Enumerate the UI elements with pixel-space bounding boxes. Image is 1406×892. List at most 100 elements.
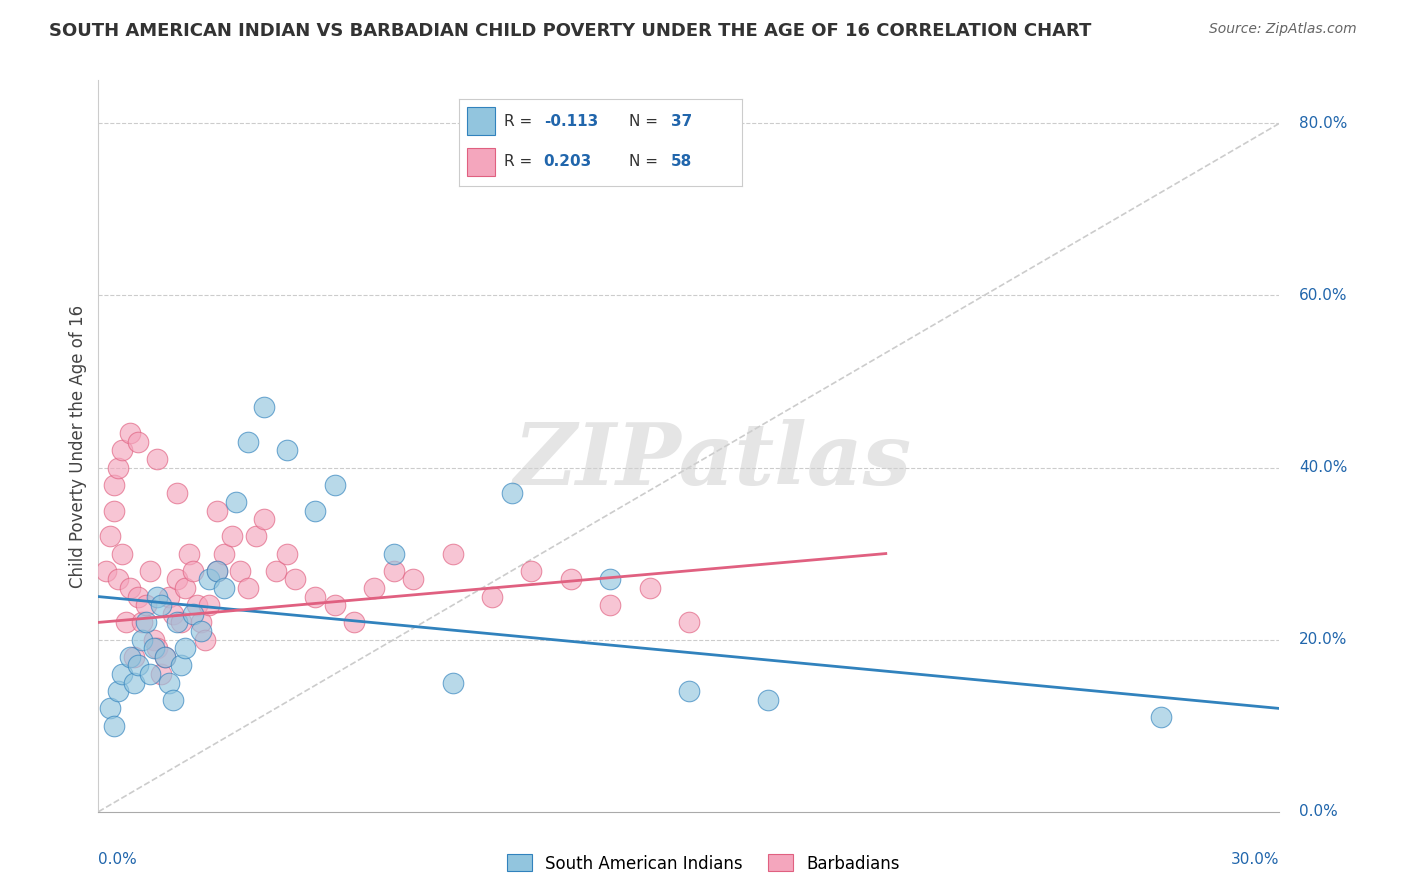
Point	[157, 675, 180, 690]
Point	[122, 649, 145, 664]
Point	[402, 573, 425, 587]
Point	[115, 615, 138, 630]
Point	[253, 512, 276, 526]
Text: SOUTH AMERICAN INDIAN VS BARBADIAN CHILD POVERTY UNDER THE AGE OF 16 CORRELATION: SOUTH AMERICAN INDIAN VS BARBADIAN CHILD…	[49, 22, 1091, 40]
Point	[214, 581, 236, 595]
Point	[678, 615, 700, 630]
Point	[138, 667, 160, 681]
Point	[323, 598, 346, 612]
Text: Source: ZipAtlas.com: Source: ZipAtlas.com	[1209, 22, 1357, 37]
Point	[157, 590, 180, 604]
Point	[146, 641, 169, 656]
Point	[155, 649, 177, 664]
Point	[135, 598, 157, 612]
Point	[107, 573, 129, 587]
Point	[118, 649, 141, 664]
Point	[197, 573, 219, 587]
Point	[127, 590, 149, 604]
Point	[245, 529, 267, 543]
Point	[599, 573, 621, 587]
Text: 40.0%: 40.0%	[1299, 460, 1347, 475]
Point	[107, 460, 129, 475]
Point	[520, 564, 543, 578]
Point	[150, 667, 173, 681]
Point	[174, 581, 197, 595]
Point	[107, 684, 129, 698]
Point	[135, 615, 157, 630]
Point	[501, 486, 523, 500]
Point	[194, 632, 217, 647]
Point	[214, 547, 236, 561]
Point	[225, 495, 247, 509]
Text: 20.0%: 20.0%	[1299, 632, 1347, 647]
Point	[111, 443, 134, 458]
Point	[186, 598, 208, 612]
Point	[127, 658, 149, 673]
Point	[98, 529, 121, 543]
Point	[1150, 710, 1173, 724]
Point	[127, 434, 149, 449]
Point	[205, 503, 228, 517]
Point	[560, 573, 582, 587]
Point	[166, 615, 188, 630]
Point	[481, 590, 503, 604]
Point	[142, 641, 165, 656]
Point	[253, 401, 276, 415]
Point	[181, 607, 204, 621]
Point	[284, 573, 307, 587]
Y-axis label: Child Poverty Under the Age of 16: Child Poverty Under the Age of 16	[69, 304, 87, 588]
Point	[166, 486, 188, 500]
Point	[221, 529, 243, 543]
Text: 60.0%: 60.0%	[1299, 288, 1347, 303]
Legend: South American Indians, Barbadians: South American Indians, Barbadians	[501, 847, 905, 880]
Point	[146, 451, 169, 466]
Point	[363, 581, 385, 595]
Text: ZIPatlas: ZIPatlas	[513, 419, 911, 502]
Point	[122, 675, 145, 690]
Point	[197, 598, 219, 612]
Point	[166, 573, 188, 587]
Point	[441, 675, 464, 690]
Text: 30.0%: 30.0%	[1232, 852, 1279, 867]
Point	[103, 477, 125, 491]
Point	[441, 547, 464, 561]
Point	[343, 615, 366, 630]
Point	[276, 547, 298, 561]
Point	[142, 632, 165, 647]
Point	[599, 598, 621, 612]
Point	[103, 503, 125, 517]
Point	[190, 615, 212, 630]
Point	[382, 547, 405, 561]
Point	[177, 547, 200, 561]
Point	[236, 581, 259, 595]
Point	[174, 641, 197, 656]
Point	[170, 658, 193, 673]
Point	[118, 581, 141, 595]
Point	[131, 615, 153, 630]
Point	[138, 564, 160, 578]
Point	[638, 581, 661, 595]
Point	[162, 693, 184, 707]
Point	[98, 701, 121, 715]
Point	[111, 667, 134, 681]
Point	[264, 564, 287, 578]
Point	[756, 693, 779, 707]
Point	[205, 564, 228, 578]
Point	[323, 477, 346, 491]
Text: 0.0%: 0.0%	[98, 852, 138, 867]
Point	[103, 719, 125, 733]
Point	[678, 684, 700, 698]
Text: 0.0%: 0.0%	[1299, 805, 1339, 819]
Point	[155, 649, 177, 664]
Point	[170, 615, 193, 630]
Point	[150, 598, 173, 612]
Point	[205, 564, 228, 578]
Text: 80.0%: 80.0%	[1299, 116, 1347, 131]
Point	[131, 632, 153, 647]
Point	[118, 426, 141, 441]
Point	[162, 607, 184, 621]
Point	[382, 564, 405, 578]
Point	[304, 503, 326, 517]
Point	[181, 564, 204, 578]
Point	[229, 564, 252, 578]
